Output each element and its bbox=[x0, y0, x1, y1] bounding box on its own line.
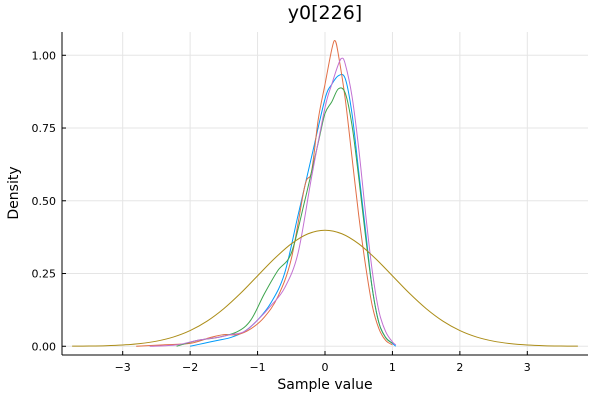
chart-title: y0[226] bbox=[288, 2, 362, 24]
y-tick-label: 1.00 bbox=[32, 49, 57, 62]
grid-layer bbox=[62, 32, 588, 355]
x-tick-label: 3 bbox=[524, 361, 531, 374]
x-tick-label: −1 bbox=[249, 361, 265, 374]
tick-layer: −3 −2 −1 0 1 2 3 0.00 0.25 0.50 0.75 1.00 bbox=[32, 49, 531, 374]
y-tick-label: 0.00 bbox=[32, 340, 57, 353]
density-curve-5 bbox=[72, 229, 578, 347]
density-curve-2 bbox=[136, 40, 393, 347]
density-curve-4 bbox=[149, 57, 397, 347]
series-layer bbox=[72, 40, 578, 347]
x-tick-label: −3 bbox=[115, 361, 131, 374]
x-tick-label: 0 bbox=[322, 361, 329, 374]
x-axis-label: Sample value bbox=[277, 377, 372, 393]
y-tick-label: 0.25 bbox=[32, 268, 57, 281]
x-tick-label: 2 bbox=[456, 361, 463, 374]
x-tick-label: −2 bbox=[182, 361, 198, 374]
density-curve-3 bbox=[176, 87, 393, 347]
y-axis-label: Density bbox=[6, 166, 22, 219]
y-tick-label: 0.75 bbox=[32, 122, 57, 135]
x-tick-label: 1 bbox=[389, 361, 396, 374]
y-tick-label: 0.50 bbox=[32, 195, 57, 208]
